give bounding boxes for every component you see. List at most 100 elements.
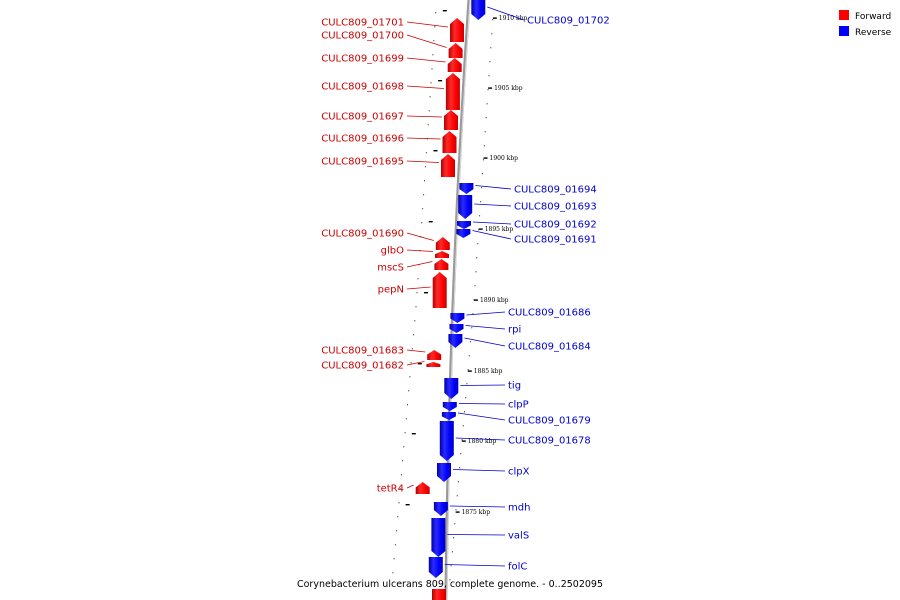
guide-dot [459, 467, 461, 469]
tick-label: 1900 kbp [490, 155, 519, 162]
forward-gene-label: CULC809_01695 [321, 157, 404, 168]
tick-mark [438, 80, 443, 82]
reverse-gene-label: CULC809_01694 [514, 185, 597, 196]
legend-label-forward: Forward [855, 12, 891, 22]
guide-dot [430, 82, 432, 84]
reverse-gene-label: CULC809_01691 [514, 235, 597, 246]
forward-gene-arrow [448, 43, 463, 58]
reverse-gene-label: folC [508, 562, 527, 573]
tick-mark [411, 433, 416, 435]
forward-gene-arrow [432, 589, 446, 600]
leader-line [444, 564, 506, 567]
leader-line [406, 34, 447, 48]
guide-dot [431, 68, 433, 70]
tick-label: 1875 kbp [462, 509, 491, 516]
guide-dot [399, 488, 401, 490]
forward-gene-label: CULC809_01699 [321, 54, 404, 65]
guide-dot [472, 313, 474, 315]
guide-dot [451, 551, 453, 553]
guide-dot [465, 397, 467, 399]
tick-mark [428, 221, 433, 223]
forward-gene-label: CULC809_01698 [321, 82, 404, 93]
guide-dot [425, 152, 427, 154]
tick-label: 1885 kbp [474, 368, 503, 375]
leader-line [406, 484, 414, 489]
guide-dot [396, 530, 398, 532]
guide-dot [422, 208, 424, 210]
guide-dot [462, 425, 464, 427]
guide-dot [477, 243, 479, 245]
reverse-gene-arrow [437, 463, 451, 482]
forward-gene-label: CULC809_01697 [321, 112, 404, 123]
forward-gene-label: mscS [377, 263, 404, 274]
reverse-gene-arrow [442, 402, 457, 411]
leader-line [406, 249, 434, 252]
guide-dot [404, 432, 406, 434]
forward-gene-arrow [432, 272, 447, 308]
tick-mark [455, 511, 460, 513]
gene-labels: CULC809_01701 CULC809_01700 CULC809_01699 C… [321, 6, 610, 573]
guide-dot [486, 103, 488, 105]
forward-gene-label: CULC809_01690 [321, 229, 404, 240]
coordinate-ticks: 1910 kbp 1905 kbp 1900 kbp 1895 kbp 1890 kbp… [405, 10, 527, 516]
guide-dot [435, 12, 437, 14]
tick-label: 1895 kbp [485, 226, 514, 233]
guide-dot [449, 579, 451, 581]
guide-dot [456, 495, 458, 497]
guide-dot [434, 26, 436, 28]
reverse-gene-arrow [457, 221, 471, 229]
reverse-gene-label: valS [508, 531, 529, 542]
reverse-gene-arrow [471, 0, 486, 20]
forward-gene-label: CULC809_01696 [321, 134, 404, 145]
guide-dot [432, 54, 434, 56]
guide-dot [484, 131, 486, 133]
guide-dot [414, 320, 416, 322]
forward-gene-label: CULC809_01682 [321, 361, 404, 372]
guide-dot [403, 446, 405, 448]
reverse-gene-arrow [444, 378, 459, 399]
legend: Forward Reverse [839, 10, 892, 38]
guide-dot [450, 565, 452, 567]
guide-dot [457, 481, 459, 483]
forward-gene-arrow [450, 18, 464, 42]
guide-dot [416, 292, 418, 294]
guide-dot [393, 558, 395, 560]
forward-gene-label: glbO [381, 246, 404, 257]
leader-line [406, 286, 431, 290]
leader-line [406, 85, 444, 89]
guide-dot [476, 257, 478, 259]
leader-line [406, 57, 446, 63]
tick-mark [433, 150, 438, 152]
guide-dot [489, 61, 491, 63]
guide-dot [405, 418, 407, 420]
leader-line [458, 403, 506, 405]
guide-dot [409, 376, 411, 378]
reverse-gene-arrow [433, 502, 448, 516]
leader-line [449, 505, 506, 508]
guide-dot [490, 47, 492, 49]
tick-mark [488, 87, 493, 89]
reverse-gene-label: CULC809_01686 [508, 308, 591, 319]
reverse-gene-arrow [428, 557, 443, 578]
guide-dot [413, 334, 415, 336]
leader-line [464, 337, 506, 347]
guide-dot [488, 75, 490, 77]
tick-label: 1890 kbp [480, 297, 509, 304]
leader-line [406, 261, 433, 268]
guide-dot [492, 19, 494, 21]
leader-line [466, 311, 506, 316]
reverse-gene-label: rpi [508, 325, 521, 336]
leader-line [406, 232, 434, 241]
reverse-gene-label: CULC809_01678 [508, 436, 591, 447]
guide-dot [423, 194, 425, 196]
guide-dot [485, 117, 487, 119]
genome-backbone [444, 0, 471, 600]
guide-dot [427, 124, 429, 126]
legend-label-reverse: Reverse [855, 28, 892, 38]
forward-gene-arrow [447, 58, 462, 72]
reverse-gene-label: CULC809_01679 [508, 416, 591, 427]
forward-gene-arrow [435, 251, 449, 258]
legend-swatch-forward [839, 10, 849, 20]
leader-line [487, 6, 525, 21]
leader-line [457, 412, 506, 421]
